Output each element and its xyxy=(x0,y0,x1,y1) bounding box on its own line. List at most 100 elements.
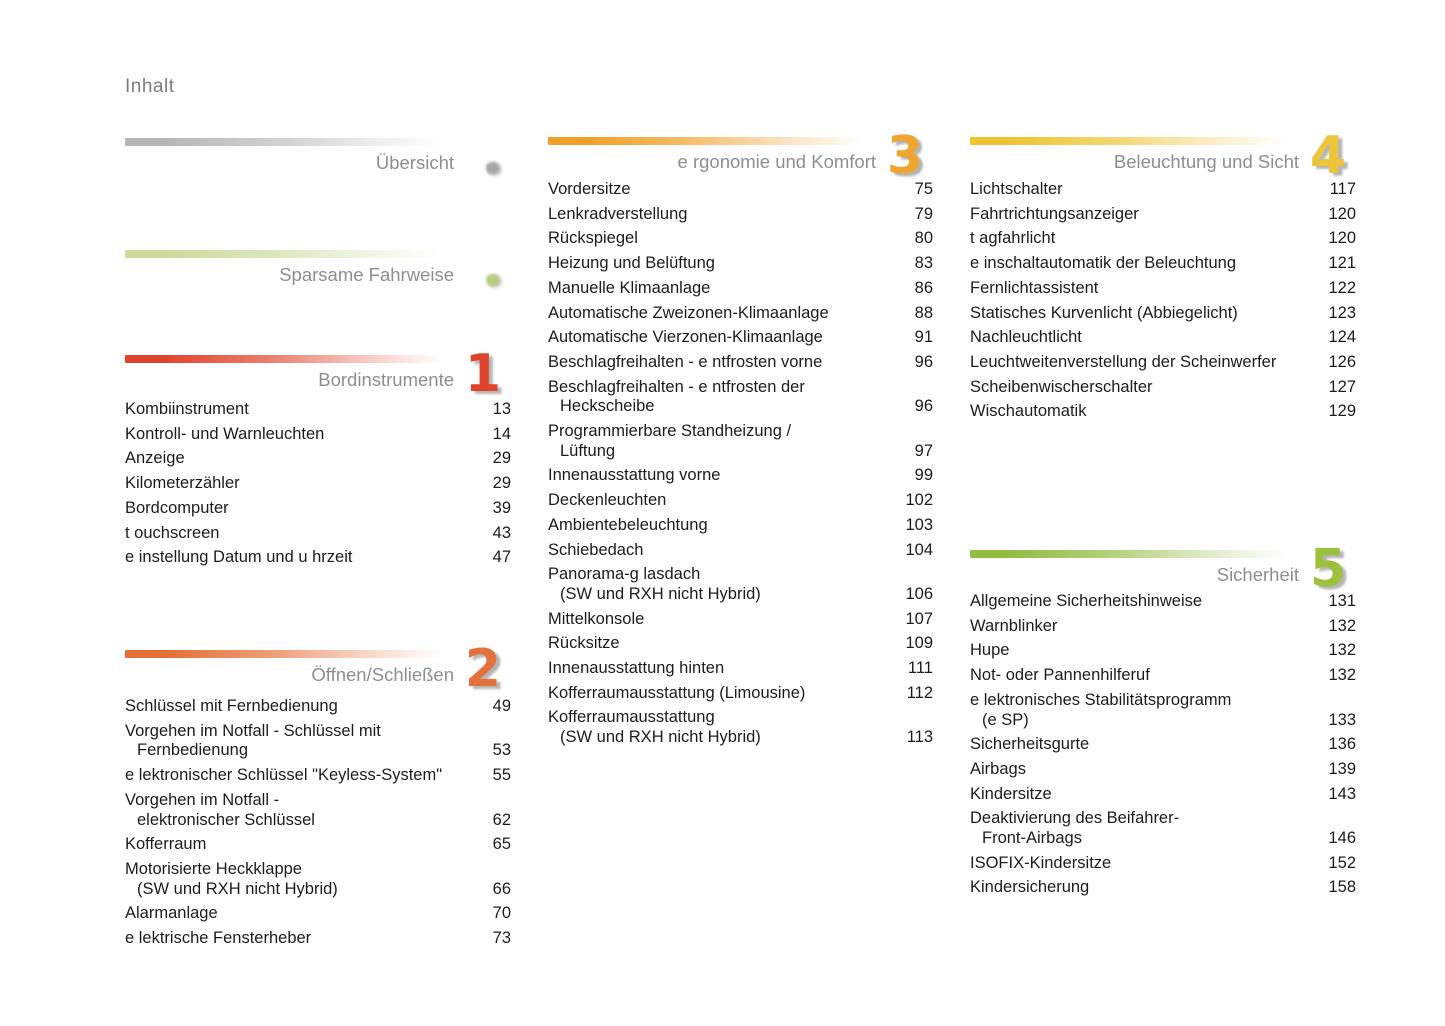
toc-item: Anzeige 29 xyxy=(125,449,511,469)
item-label: Automatische Vierzonen-Klimaanlage xyxy=(548,328,823,347)
toc-item: Wischautomatik 129 xyxy=(970,402,1356,422)
toc-item: Allgemeine Sicherheitshinweise 131 xyxy=(970,592,1356,612)
item-page-number: 29 xyxy=(492,449,511,468)
section-gradient-bar xyxy=(125,138,455,146)
item-page-number: 120 xyxy=(1328,204,1356,223)
toc-item: Kofferraumausstattung (SW und RXH nicht H… xyxy=(548,708,933,747)
item-label: Schlüssel mit Fernbedienung xyxy=(125,697,338,715)
toc-item: e lektronisches Stabilitätsprogramm (e SP… xyxy=(970,691,1356,730)
item-label: Kombiinstrument xyxy=(125,400,249,418)
toc-item: Kilometerzähler 29 xyxy=(125,474,511,494)
section-number: 1 xyxy=(464,344,501,404)
section-number: 3 xyxy=(886,126,923,186)
toc-item: Beschlagfreihalten - e ntfrosten vorne 96 xyxy=(548,353,933,373)
toc-item: Lenkradverstellung 79 xyxy=(548,205,933,225)
item-label: Statisches Kurvenlicht (Abbiegelicht) xyxy=(970,303,1238,322)
item-label: Motorisierte Heckklappe (SW und RXH nicht… xyxy=(125,859,338,898)
item-page-number: 47 xyxy=(492,548,511,567)
toc-item: Mittelkonsole 107 xyxy=(548,610,933,630)
item-label: Kindersicherung xyxy=(970,878,1090,897)
item-page-number: 129 xyxy=(1328,402,1356,421)
item-page-number: 117 xyxy=(1329,180,1356,198)
toc-item: Kofferraumausstattung (Limousine) 112 xyxy=(548,684,933,704)
item-page-number: 43 xyxy=(492,523,511,542)
toc-item: Panorama-g lasdach (SW und RXH nicht Hybr… xyxy=(548,565,933,604)
item-page-number: 79 xyxy=(914,204,933,223)
item-label: Leuchtweitenverstellung der Scheinwerfer xyxy=(970,352,1277,371)
item-label: Warnblinker xyxy=(970,616,1058,635)
item-label: Innenausstattung hinten xyxy=(548,659,725,678)
item-label: Ambientebeleuchtung xyxy=(548,515,708,534)
item-label: Vorgehen im Notfall - Schlüssel mit Fernb… xyxy=(125,721,381,760)
item-label: Kofferraumausstattung (SW und RXH nicht H… xyxy=(548,708,761,747)
toc-item: Not- oder Pannenhilferuf 132 xyxy=(970,666,1356,686)
item-label: Rückspiegel xyxy=(548,229,638,248)
item-label: Wischautomatik xyxy=(970,402,1087,421)
item-page-number: 53 xyxy=(492,741,511,760)
item-page-number: 80 xyxy=(914,229,933,248)
section-sicherheit: Sicherheit 5 Allgemeine Sicherheitshinwe… xyxy=(970,543,1356,903)
item-label: Programmierbare Standheizung / Lüftung xyxy=(548,422,792,460)
item-label: Anzeige xyxy=(125,449,185,468)
item-label: Mittelkonsole xyxy=(548,609,645,628)
item-page-number: 99 xyxy=(914,466,933,485)
item-label: Fernlichtassistent xyxy=(970,278,1099,297)
toc-item: Leuchtweitenverstellung der Scheinwerfer… xyxy=(970,353,1356,373)
toc-item: Innenausstattung vorne 99 xyxy=(548,466,933,486)
section-title: Beleuchtung und Sicht xyxy=(1113,151,1299,172)
section-gradient-bar xyxy=(970,550,1300,558)
item-label: Rücksitze xyxy=(548,634,620,653)
toc-item: Vorgehen im Notfall - Schlüssel mit Fernb… xyxy=(125,722,511,761)
toc-item: Manuelle Klimaanlage 86 xyxy=(548,279,933,299)
toc-item: Ambientebeleuchtung 103 xyxy=(548,516,933,536)
item-label: Innenausstattung vorne xyxy=(548,466,721,485)
toc-item: Vorgehen im Notfall - elektronischer Schl… xyxy=(125,791,511,830)
item-page-number: 143 xyxy=(1328,784,1356,803)
item-label: e inschaltautomatik der Beleuchtung xyxy=(970,254,1236,273)
item-page-number: 133 xyxy=(1328,710,1356,729)
item-page-number: 70 xyxy=(492,904,511,923)
item-label: Nachleuchtlicht xyxy=(970,328,1082,347)
item-page-number: 131 xyxy=(1328,592,1356,610)
item-page-number: 97 xyxy=(914,441,933,460)
item-page-number: 122 xyxy=(1328,278,1356,297)
toc-item: e lektronischer Schlüssel "Keyless-Syste… xyxy=(125,766,511,786)
toc-item: e instellung Datum und u hrzeit 47 xyxy=(125,548,511,568)
item-page-number: 49 xyxy=(492,697,511,715)
toc-item: Kontroll- und Warnleuchten 14 xyxy=(125,425,511,445)
item-label: Kontroll- und Warnleuchten xyxy=(125,424,325,443)
toc-item: Vordersitze 75 xyxy=(548,180,933,200)
page-title: Inhalt xyxy=(125,76,175,97)
item-page-number: 120 xyxy=(1328,229,1356,248)
toc-item: Warnblinker 132 xyxy=(970,617,1356,637)
toc-item: Nachleuchtlicht 124 xyxy=(970,328,1356,348)
item-label: e instellung Datum und u hrzeit xyxy=(125,548,353,567)
item-label: Allgemeine Sicherheitshinweise xyxy=(970,592,1203,610)
section-item-list: Schlüssel mit Fernbedienung 49 Vorgehen im… xyxy=(125,697,511,949)
item-label: Bordcomputer xyxy=(125,498,229,517)
item-label: Beschlagfreihalten - e ntfrosten der Heck… xyxy=(548,377,805,416)
item-page-number: 73 xyxy=(492,929,511,948)
toc-item: Airbags 139 xyxy=(970,760,1356,780)
item-page-number: 39 xyxy=(492,498,511,517)
toc-item: e lektrische Fensterheber 73 xyxy=(125,929,511,949)
item-page-number: 96 xyxy=(914,352,933,371)
item-page-number: 124 xyxy=(1328,328,1356,347)
section-ergonomie-und-komfort: e rgonomie und Komfort 3 Vordersitze 75 Le… xyxy=(548,126,933,753)
item-label: Schiebedach xyxy=(548,540,644,559)
item-page-number: 75 xyxy=(914,180,933,198)
item-page-number: 102 xyxy=(905,491,933,510)
item-label: Hupe xyxy=(970,641,1010,660)
section-gradient-bar xyxy=(125,250,455,258)
toc-item: Kofferraum 65 xyxy=(125,835,511,855)
toc-item: Automatische Vierzonen-Klimaanlage 91 xyxy=(548,328,933,348)
item-page-number: 103 xyxy=(905,515,933,534)
section-sparsame-fahrweise: Sparsame Fahrweise xyxy=(125,250,511,288)
item-label: t ouchscreen xyxy=(125,523,220,542)
toc-item: Rückspiegel 80 xyxy=(548,229,933,249)
item-label: Vorgehen im Notfall - elektronischer Schl… xyxy=(125,790,315,829)
item-page-number: 13 xyxy=(492,400,511,418)
toc-item: Kindersitze 143 xyxy=(970,785,1356,805)
item-page-number: 29 xyxy=(492,474,511,493)
section-bordinstrumente: Bordinstrumente 1 Kombiinstrument 13 Kontr… xyxy=(125,344,511,573)
